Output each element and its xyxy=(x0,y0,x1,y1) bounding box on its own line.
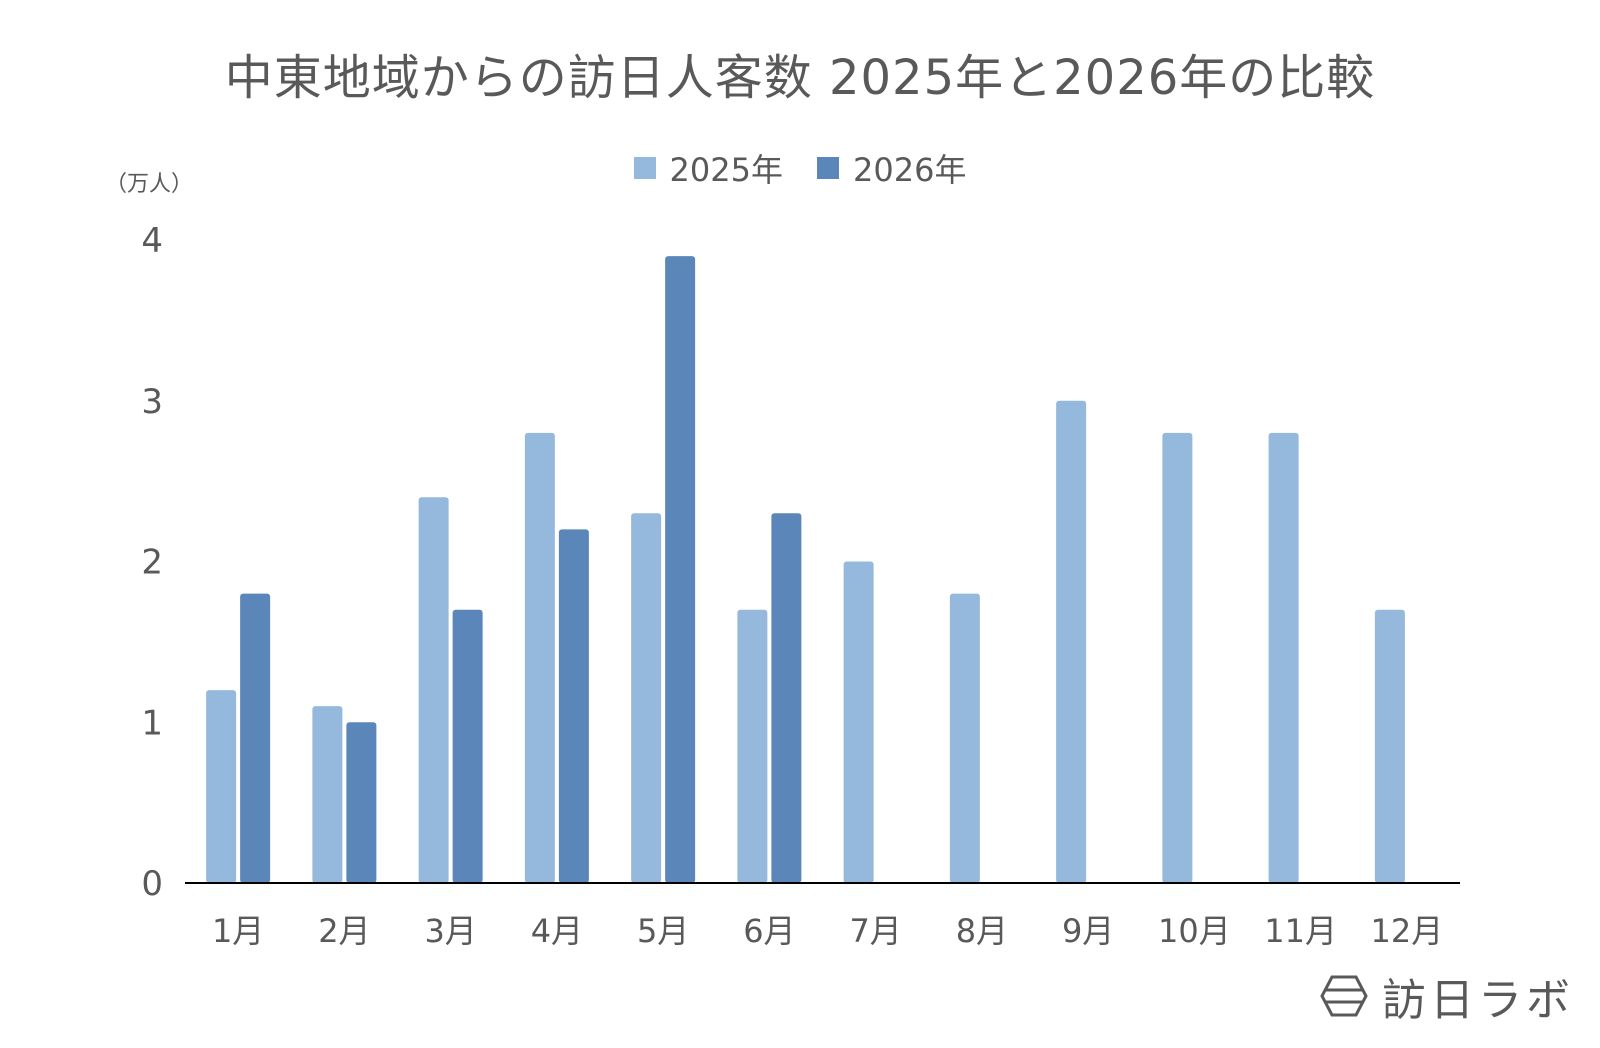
x-tick-label: 12月 xyxy=(1371,912,1444,950)
x-tick-label: 3月 xyxy=(424,912,476,950)
bar-2026年-6月 xyxy=(771,513,802,883)
x-tick-label: 9月 xyxy=(1062,912,1114,950)
bar-2025年-1月 xyxy=(206,690,237,883)
bar-2026年-2月 xyxy=(346,722,377,883)
legend-swatch-2025 xyxy=(633,157,656,179)
legend-label-2025: 2025年 xyxy=(669,151,783,189)
legend-item-2025: 2025年 xyxy=(633,145,783,191)
x-tick-label: 6月 xyxy=(743,912,795,950)
bar-2025年-8月 xyxy=(949,593,980,883)
bar-2025年-11月 xyxy=(1268,432,1299,883)
x-tick-label: 8月 xyxy=(956,912,1008,950)
bar-2026年-3月 xyxy=(452,609,483,883)
bar-2025年-10月 xyxy=(1162,432,1193,883)
y-axis-unit-label: （万人） xyxy=(105,172,194,197)
bar-2025年-12月 xyxy=(1374,609,1405,883)
legend: 2025年 2026年 xyxy=(0,145,1600,191)
bar-2026年-5月 xyxy=(665,256,696,883)
x-tick-label: 1月 xyxy=(212,912,264,950)
y-tick-label: 4 xyxy=(141,221,163,261)
x-tick-label: 11月 xyxy=(1264,912,1337,950)
bar-2025年-4月 xyxy=(524,432,555,883)
x-tick-label: 7月 xyxy=(849,912,901,950)
bar-2026年-4月 xyxy=(558,529,589,883)
bar-2025年-2月 xyxy=(312,706,343,883)
y-tick-label: 1 xyxy=(141,703,163,743)
bar-2025年-5月 xyxy=(631,513,662,883)
y-tick-label: 2 xyxy=(141,543,163,583)
y-tick-label: 0 xyxy=(141,864,163,904)
x-tick-label: 4月 xyxy=(531,912,583,950)
x-tick-label: 2月 xyxy=(318,912,370,950)
x-tick-label: 10月 xyxy=(1158,912,1231,950)
legend-item-2026: 2026年 xyxy=(817,145,966,191)
bar-2025年-6月 xyxy=(737,609,768,883)
bar-2026年-1月 xyxy=(240,593,271,883)
y-tick-label: 3 xyxy=(141,382,163,422)
chart-title: 中東地域からの訪日人客数 2025年と2026年の比較 xyxy=(224,50,1376,106)
bar-2025年-9月 xyxy=(1056,400,1087,883)
logo-text: 訪日ラボ xyxy=(1382,975,1574,1026)
legend-swatch-2026 xyxy=(817,157,839,179)
hexagon-logo-icon xyxy=(1320,975,1368,1017)
legend-label-2026: 2026年 xyxy=(853,151,967,189)
bar-2025年-7月 xyxy=(843,561,874,883)
bar-2025年-3月 xyxy=(418,497,449,883)
brand-logo: 訪日ラボ xyxy=(1320,964,1574,1028)
x-tick-label: 5月 xyxy=(637,912,689,950)
